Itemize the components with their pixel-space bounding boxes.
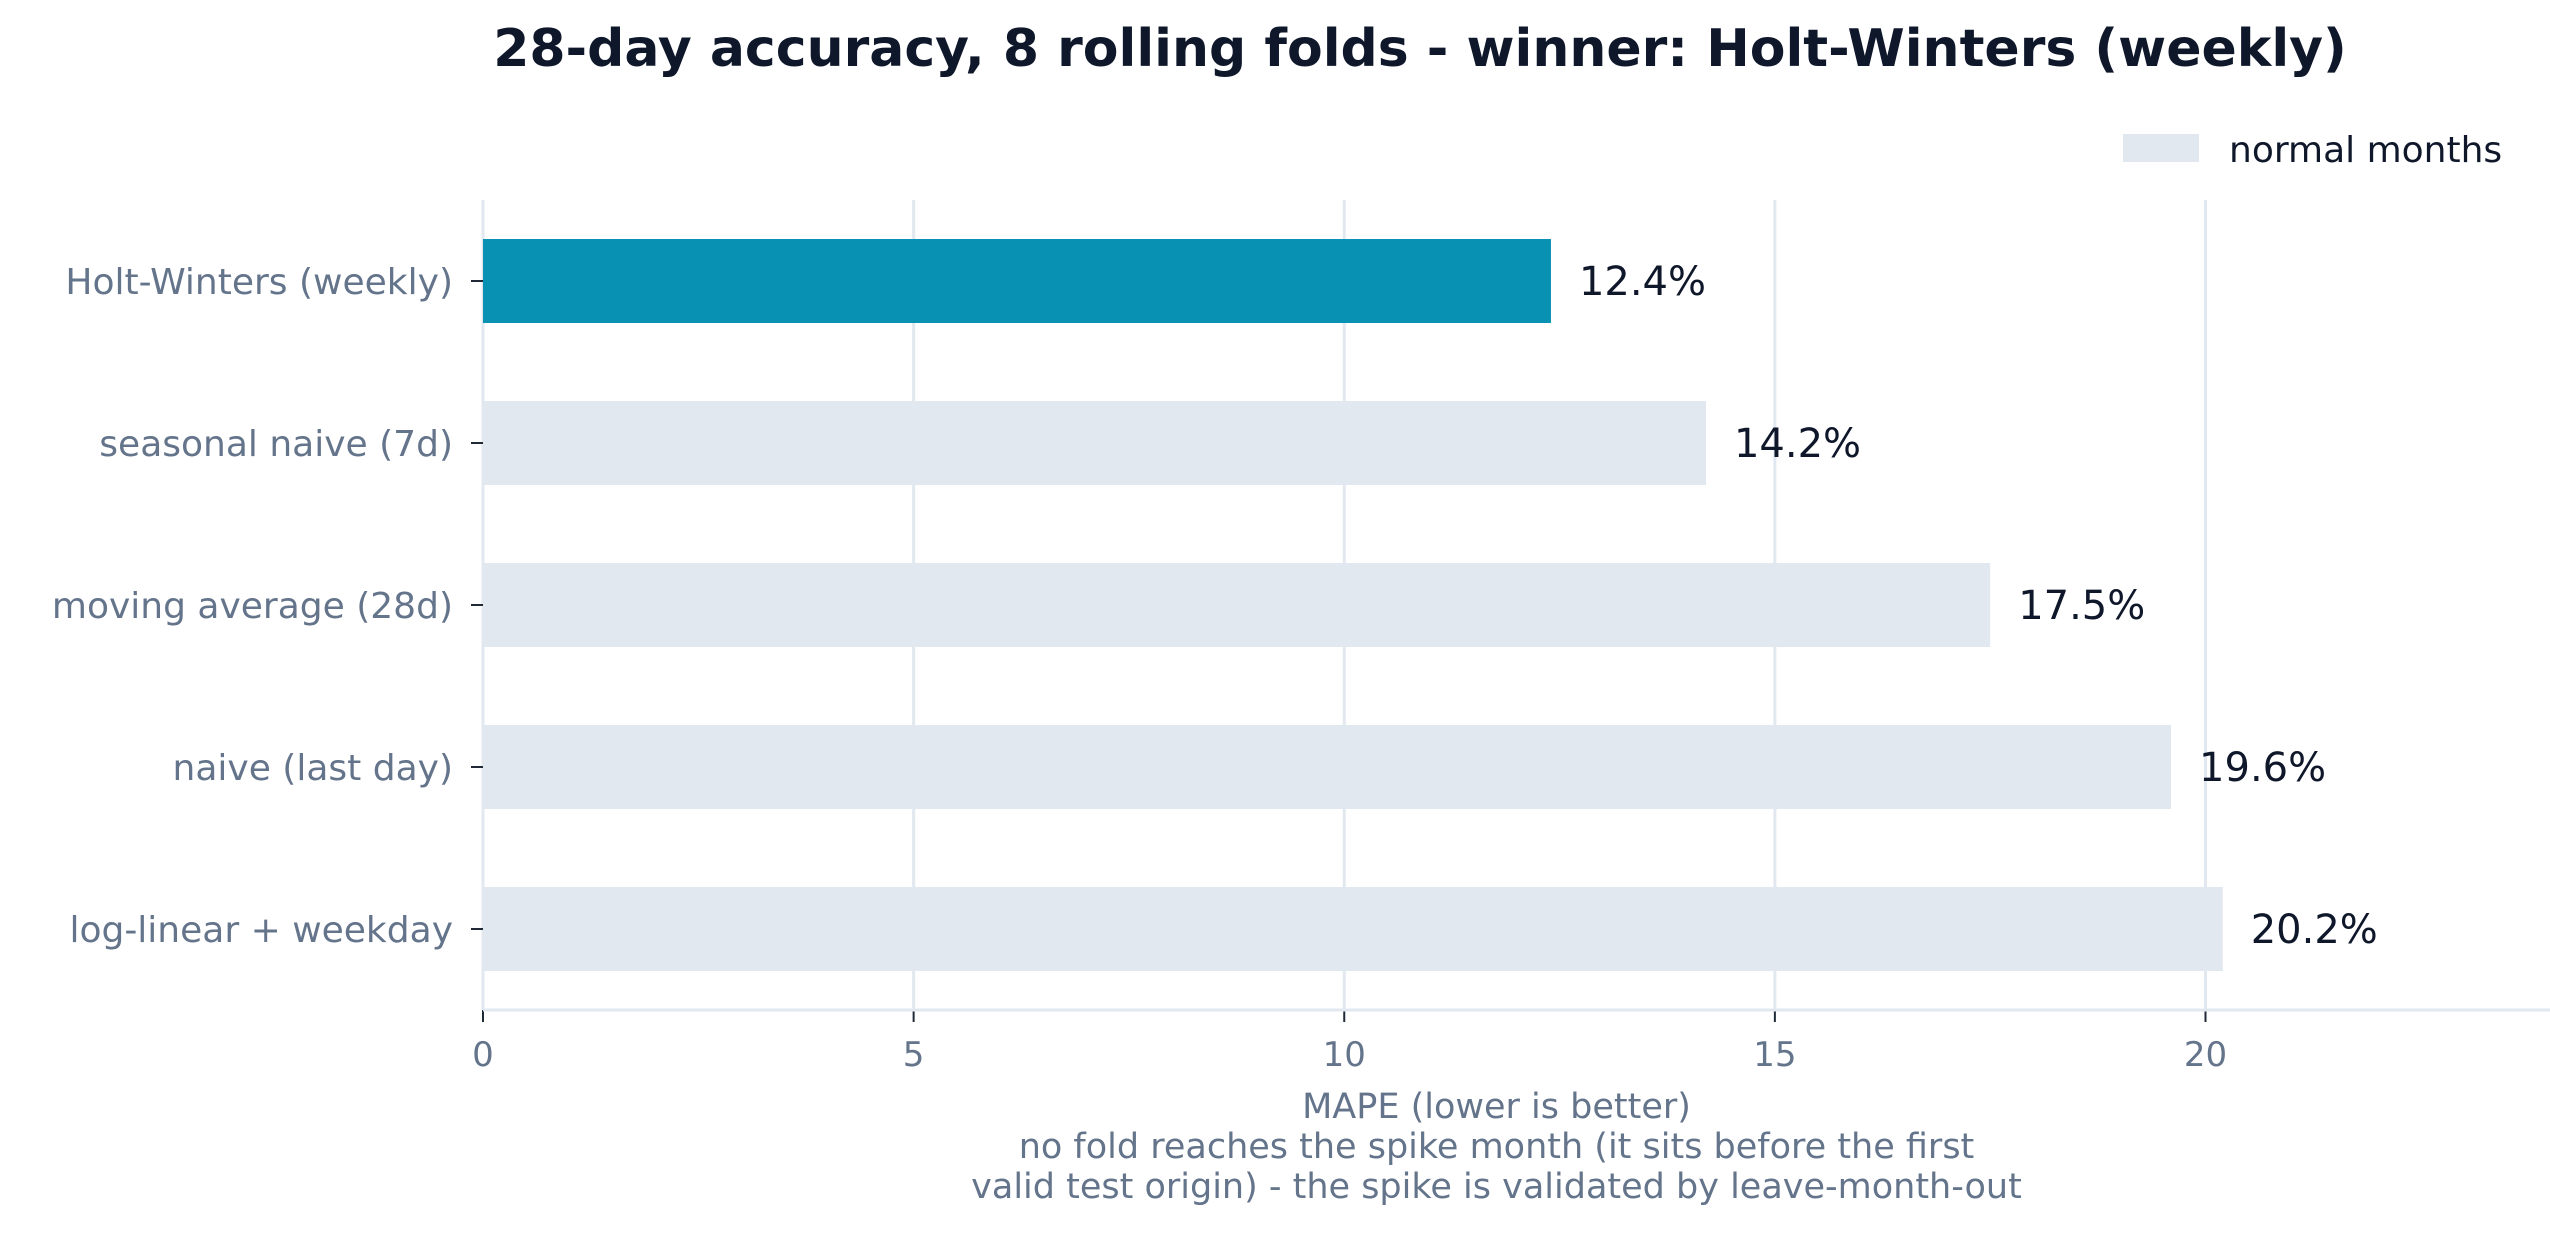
category-label-1: seasonal naive (7d): [99, 424, 453, 465]
bars: [483, 239, 2223, 971]
bar-1: [483, 401, 1706, 485]
category-label-2: moving average (28d): [52, 586, 453, 627]
x-tick-label-10: 10: [1323, 1035, 1366, 1075]
value-label-0: 12.4%: [1579, 259, 1706, 305]
category-label-4: log-linear + weekday: [69, 910, 453, 951]
labels: 0 5 10 15 20 Holt-Winters (weekly) 12.4% season…: [52, 259, 2378, 1207]
bar-0: [483, 239, 1551, 323]
x-axis-label-line-2: valid test origin) - the spike is valida…: [971, 1167, 2022, 1207]
legend-swatch-0: [2123, 134, 2199, 162]
value-label-2: 17.5%: [2018, 583, 2145, 629]
legend-label-0: normal months: [2229, 130, 2502, 171]
bar-2: [483, 563, 1991, 647]
value-label-1: 14.2%: [1734, 421, 1861, 467]
value-label-4: 20.2%: [2251, 907, 2378, 953]
x-axis-label-line-1: no fold reaches the spike month (it sits…: [1019, 1127, 1975, 1167]
category-label-3: naive (last day): [173, 748, 453, 789]
x-tick-label-20: 20: [2184, 1035, 2227, 1075]
x-tick-label-15: 15: [1753, 1035, 1796, 1075]
bar-4: [483, 887, 2223, 971]
chart-title: 28-day accuracy, 8 rolling folds - winne…: [493, 19, 2347, 79]
value-label-3: 19.6%: [2199, 745, 2326, 791]
x-axis-label-line-0: MAPE (lower is better): [1302, 1087, 1691, 1127]
x-tick-label-0: 0: [472, 1035, 494, 1075]
legend: normal months: [2123, 130, 2502, 171]
category-label-0: Holt-Winters (weekly): [65, 262, 453, 303]
x-tick-label-5: 5: [903, 1035, 925, 1075]
bar-3: [483, 725, 2172, 809]
